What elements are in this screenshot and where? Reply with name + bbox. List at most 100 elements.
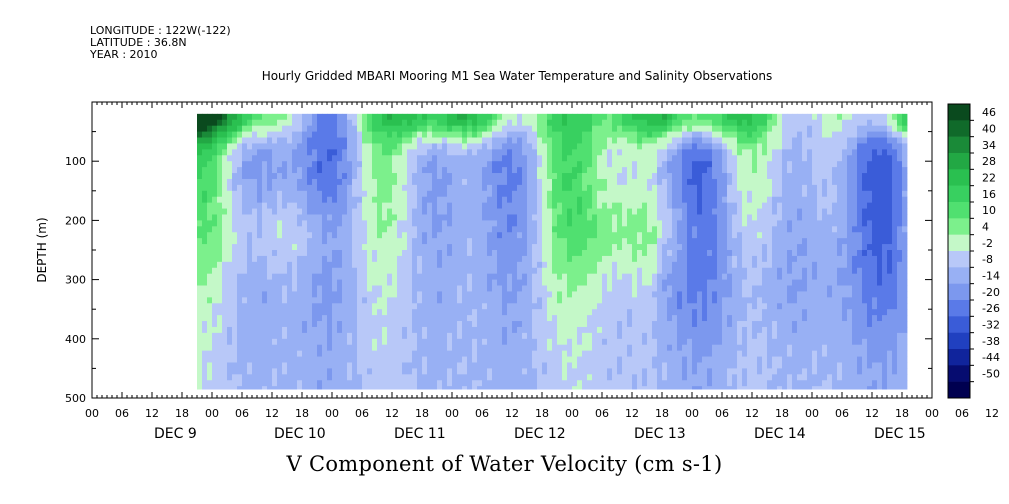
heatmap-cell (387, 279, 393, 286)
heatmap-cell (297, 279, 303, 286)
heatmap-cell (197, 279, 203, 286)
heatmap-cell (477, 161, 483, 168)
heatmap-cell (617, 344, 623, 352)
heatmap-cell (727, 161, 733, 168)
heatmap-cell (642, 315, 648, 322)
heatmap-cell (682, 321, 688, 328)
heatmap-cell (277, 321, 283, 328)
heatmap-cell (547, 244, 553, 251)
heatmap-cell (627, 273, 633, 280)
heatmap-cell (567, 125, 573, 132)
heatmap-cell (232, 332, 238, 340)
heatmap-cell (667, 309, 673, 316)
heatmap-cell (452, 338, 458, 346)
heatmap-cell (657, 113, 663, 121)
heatmap-cell (707, 173, 713, 180)
heatmap-cell (502, 285, 508, 292)
heatmap-cell (517, 214, 523, 221)
heatmap-cell (422, 326, 428, 334)
heatmap-cell (687, 350, 693, 357)
heatmap-cell (502, 161, 508, 168)
heatmap-cell (662, 321, 668, 328)
heatmap-cell (537, 184, 543, 192)
heatmap-cell (697, 196, 703, 204)
heatmap-cell (692, 368, 698, 375)
heatmap-cell (332, 279, 338, 286)
heatmap-cell (602, 332, 608, 340)
heatmap-cell (647, 303, 653, 310)
heatmap-cell (262, 344, 268, 352)
heatmap-cell (272, 321, 278, 328)
heatmap-cell (342, 255, 348, 263)
heatmap-cell (472, 321, 478, 328)
heatmap-cell (537, 350, 543, 357)
heatmap-cell (547, 173, 553, 180)
heatmap-cell (427, 214, 433, 221)
heatmap-cell (307, 196, 313, 204)
heatmap-cell (677, 125, 683, 132)
heatmap-cell (242, 208, 248, 215)
heatmap-cell (217, 208, 223, 215)
heatmap-cell (512, 214, 518, 221)
heatmap-cell (527, 131, 533, 138)
heatmap-cell (692, 184, 698, 192)
heatmap-cell (467, 131, 473, 138)
heatmap-cell (507, 285, 513, 292)
heatmap-cell (342, 315, 348, 322)
heatmap-cell (567, 255, 573, 263)
heatmap-cell (542, 386, 548, 390)
heatmap-cell (302, 202, 308, 209)
heatmap-cell (582, 161, 588, 168)
heatmap-cell (267, 238, 273, 245)
heatmap-cell (462, 232, 468, 239)
heatmap-cell (322, 131, 328, 138)
heatmap-cell (552, 125, 558, 132)
heatmap-cell (252, 368, 258, 375)
heatmap-cell (597, 167, 603, 174)
heatmap-cell (577, 386, 583, 390)
heatmap-cell (472, 350, 478, 357)
heatmap-cell (317, 149, 323, 156)
heatmap-cell (417, 125, 423, 132)
heatmap-cell (642, 273, 648, 280)
heatmap-cell (612, 184, 618, 192)
heatmap-cell (302, 273, 308, 280)
heatmap-cell (537, 380, 543, 387)
heatmap-cell (287, 178, 293, 186)
heatmap-cell (302, 279, 308, 286)
heatmap-cell (362, 214, 368, 221)
heatmap-cell (282, 326, 288, 334)
heatmap-cell (627, 386, 633, 390)
heatmap-cell (632, 202, 638, 209)
heatmap-cell (382, 119, 388, 127)
heatmap-cell (462, 250, 468, 257)
heatmap-cell (592, 167, 598, 174)
heatmap-cell (312, 380, 318, 387)
heatmap-cell (342, 149, 348, 156)
heatmap-cell (522, 155, 528, 162)
heatmap-cell (397, 338, 403, 346)
heatmap-cell (442, 261, 448, 269)
heatmap-cell (547, 190, 553, 198)
heatmap-cell (687, 362, 693, 369)
heatmap-cell (252, 113, 258, 121)
heatmap-cell (317, 297, 323, 304)
heatmap-cell (417, 167, 423, 174)
heatmap-cell (507, 143, 513, 150)
heatmap-cell (717, 143, 723, 150)
heatmap-cell (212, 131, 218, 138)
heatmap-cell (712, 255, 718, 263)
heatmap-cell (657, 250, 663, 257)
heatmap-cell (207, 226, 213, 233)
heatmap-cell (542, 244, 548, 251)
heatmap-cell (507, 332, 513, 340)
heatmap-cell (562, 161, 568, 168)
heatmap-cell (642, 226, 648, 233)
heatmap-cell (432, 267, 438, 275)
heatmap-cell (427, 155, 433, 162)
heatmap-cell (277, 309, 283, 316)
heatmap-cell (247, 202, 253, 209)
heatmap-cell (617, 380, 623, 387)
heatmap-cell (242, 380, 248, 387)
heatmap-cell (522, 173, 528, 180)
